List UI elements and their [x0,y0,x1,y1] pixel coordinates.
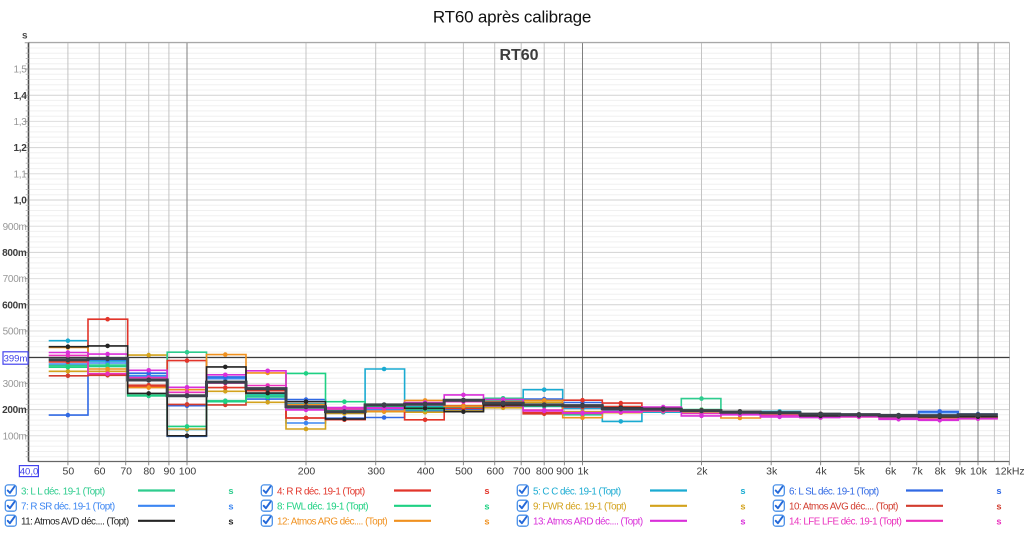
svg-text:s: s [228,501,233,511]
svg-text:100m: 100m [3,431,27,442]
svg-text:90: 90 [164,466,176,478]
svg-text:7: R SR déc. 19-1 (Topt): 7: R SR déc. 19-1 (Topt) [21,502,115,513]
svg-text:2k: 2k [696,466,708,478]
svg-text:100: 100 [179,466,197,478]
svg-text:700m: 700m [3,274,27,285]
svg-text:40,0: 40,0 [20,466,39,477]
svg-text:s: s [996,501,1001,511]
svg-text:500: 500 [455,466,473,478]
svg-text:12kHz: 12kHz [995,466,1024,478]
svg-text:300: 300 [367,466,385,478]
svg-text:6: L SL déc. 19-1 (Topt): 6: L SL déc. 19-1 (Topt) [789,486,879,497]
svg-text:4k: 4k [816,466,828,478]
svg-text:1,0: 1,0 [13,196,27,207]
svg-text:6k: 6k [885,466,897,478]
svg-text:1,2: 1,2 [13,143,27,154]
svg-text:3k: 3k [766,466,778,478]
svg-text:800: 800 [536,466,554,478]
svg-text:1,3: 1,3 [13,117,27,128]
svg-text:12: Atmos ARG déc.... (Topt): 12: Atmos ARG déc.... (Topt) [277,517,387,528]
svg-text:800m: 800m [2,248,27,259]
svg-text:500m: 500m [3,327,27,338]
svg-text:1k: 1k [577,466,589,478]
svg-text:60: 60 [94,466,106,478]
svg-text:50: 50 [63,466,75,478]
svg-text:200m: 200m [2,405,27,416]
svg-text:400: 400 [417,466,435,478]
svg-text:700: 700 [513,466,531,478]
svg-text:900m: 900m [3,222,27,233]
svg-text:14: LFE LFE déc. 19-1 (Topt): 14: LFE LFE déc. 19-1 (Topt) [789,517,902,528]
svg-text:8: FWL déc. 19-1 (Topt): 8: FWL déc. 19-1 (Topt) [277,502,368,513]
svg-text:9k: 9k [955,466,967,478]
svg-text:80: 80 [143,466,155,478]
svg-text:3: L L déc. 19-1 (Topt): 3: L L déc. 19-1 (Topt) [21,486,105,497]
svg-text:1,1: 1,1 [13,169,27,180]
svg-text:11: Atmos AVD déc.... (Topt): 11: Atmos AVD déc.... (Topt) [21,517,129,528]
svg-text:200: 200 [298,466,316,478]
svg-text:RT60 après calibrage: RT60 après calibrage [433,8,591,27]
svg-text:13: Atmos ARD déc.... (Topt): 13: Atmos ARD déc.... (Topt) [533,517,643,528]
svg-text:5k: 5k [854,466,866,478]
svg-text:s: s [740,486,745,496]
svg-text:s: s [484,501,489,511]
svg-text:399m: 399m [4,353,28,364]
svg-text:70: 70 [120,466,132,478]
svg-text:600: 600 [486,466,504,478]
svg-text:8k: 8k [935,466,947,478]
svg-text:s: s [740,516,745,526]
svg-text:4: R R déc. 19-1 (Topt): 4: R R déc. 19-1 (Topt) [277,486,365,497]
svg-text:9: FWR déc. 19-1 (Topt): 9: FWR déc. 19-1 (Topt) [533,502,626,513]
svg-text:s: s [484,516,489,526]
svg-text:s: s [740,501,745,511]
svg-text:RT60: RT60 [499,47,538,64]
svg-text:10: Atmos AVG déc.... (Topt): 10: Atmos AVG déc.... (Topt) [789,502,898,513]
svg-text:5: C C déc. 19-1 (Topt): 5: C C déc. 19-1 (Topt) [533,486,621,497]
svg-text:10k: 10k [970,466,988,478]
svg-text:900: 900 [556,466,574,478]
svg-text:s: s [996,486,1001,496]
svg-text:s: s [996,516,1001,526]
svg-text:300m: 300m [3,379,27,390]
svg-text:600m: 600m [2,300,27,311]
svg-text:7k: 7k [912,466,924,478]
svg-text:s: s [228,516,233,526]
svg-text:s: s [22,31,28,42]
svg-text:1,4: 1,4 [13,91,27,102]
svg-text:1,5: 1,5 [13,65,27,76]
svg-text:s: s [484,486,489,496]
svg-text:s: s [228,486,233,496]
